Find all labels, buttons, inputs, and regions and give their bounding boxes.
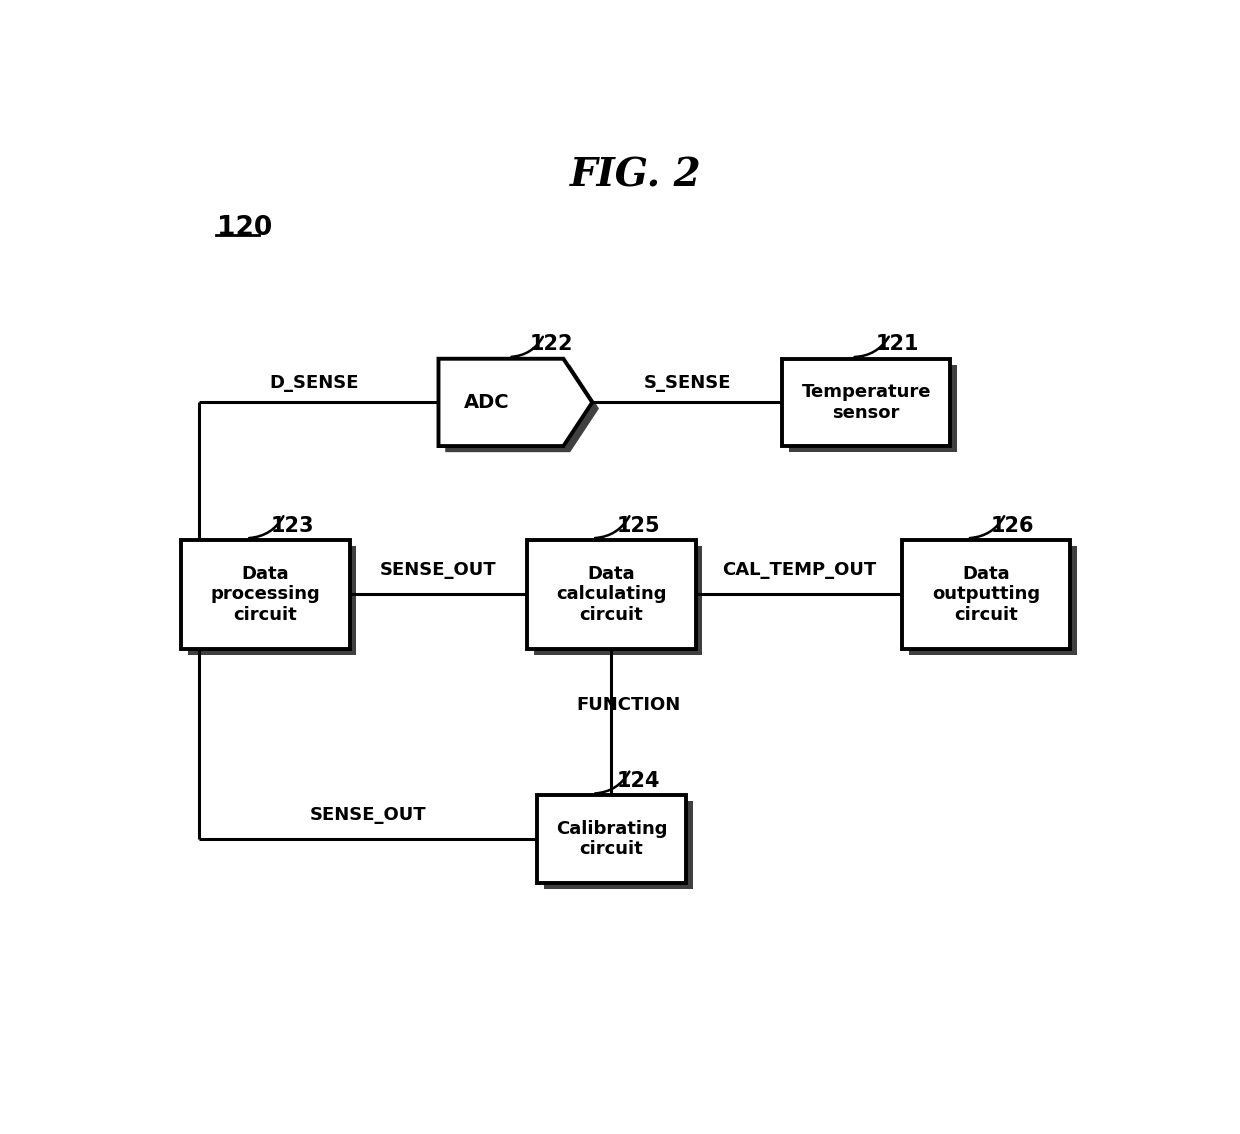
Polygon shape — [439, 358, 593, 446]
Text: Data
outputting
circuit: Data outputting circuit — [932, 565, 1040, 625]
FancyBboxPatch shape — [543, 802, 693, 889]
Text: D_SENSE: D_SENSE — [269, 374, 358, 392]
Text: Calibrating
circuit: Calibrating circuit — [556, 820, 667, 858]
FancyBboxPatch shape — [782, 358, 950, 446]
FancyBboxPatch shape — [181, 540, 350, 649]
FancyBboxPatch shape — [534, 547, 702, 655]
Text: 120: 120 — [217, 214, 273, 240]
Text: Data
calculating
circuit: Data calculating circuit — [557, 565, 667, 625]
Text: Temperature
sensor: Temperature sensor — [801, 383, 931, 422]
Text: ADC: ADC — [464, 392, 510, 412]
FancyBboxPatch shape — [789, 365, 957, 452]
Text: 121: 121 — [875, 335, 919, 354]
Text: FIG. 2: FIG. 2 — [569, 156, 702, 194]
Text: 123: 123 — [270, 516, 314, 535]
Text: 124: 124 — [616, 771, 660, 792]
Text: Data
processing
circuit: Data processing circuit — [211, 565, 320, 625]
FancyBboxPatch shape — [903, 540, 1070, 649]
FancyBboxPatch shape — [909, 547, 1078, 655]
FancyBboxPatch shape — [537, 795, 686, 882]
Text: 126: 126 — [991, 516, 1034, 535]
Text: 125: 125 — [616, 516, 660, 535]
Polygon shape — [445, 365, 599, 452]
Text: CAL_TEMP_OUT: CAL_TEMP_OUT — [722, 561, 875, 579]
Text: FUNCTION: FUNCTION — [577, 696, 681, 713]
Text: 122: 122 — [529, 335, 573, 354]
FancyBboxPatch shape — [527, 540, 696, 649]
Text: SENSE_OUT: SENSE_OUT — [381, 561, 497, 579]
Text: SENSE_OUT: SENSE_OUT — [310, 805, 427, 823]
Text: S_SENSE: S_SENSE — [644, 374, 730, 392]
FancyBboxPatch shape — [188, 547, 356, 655]
